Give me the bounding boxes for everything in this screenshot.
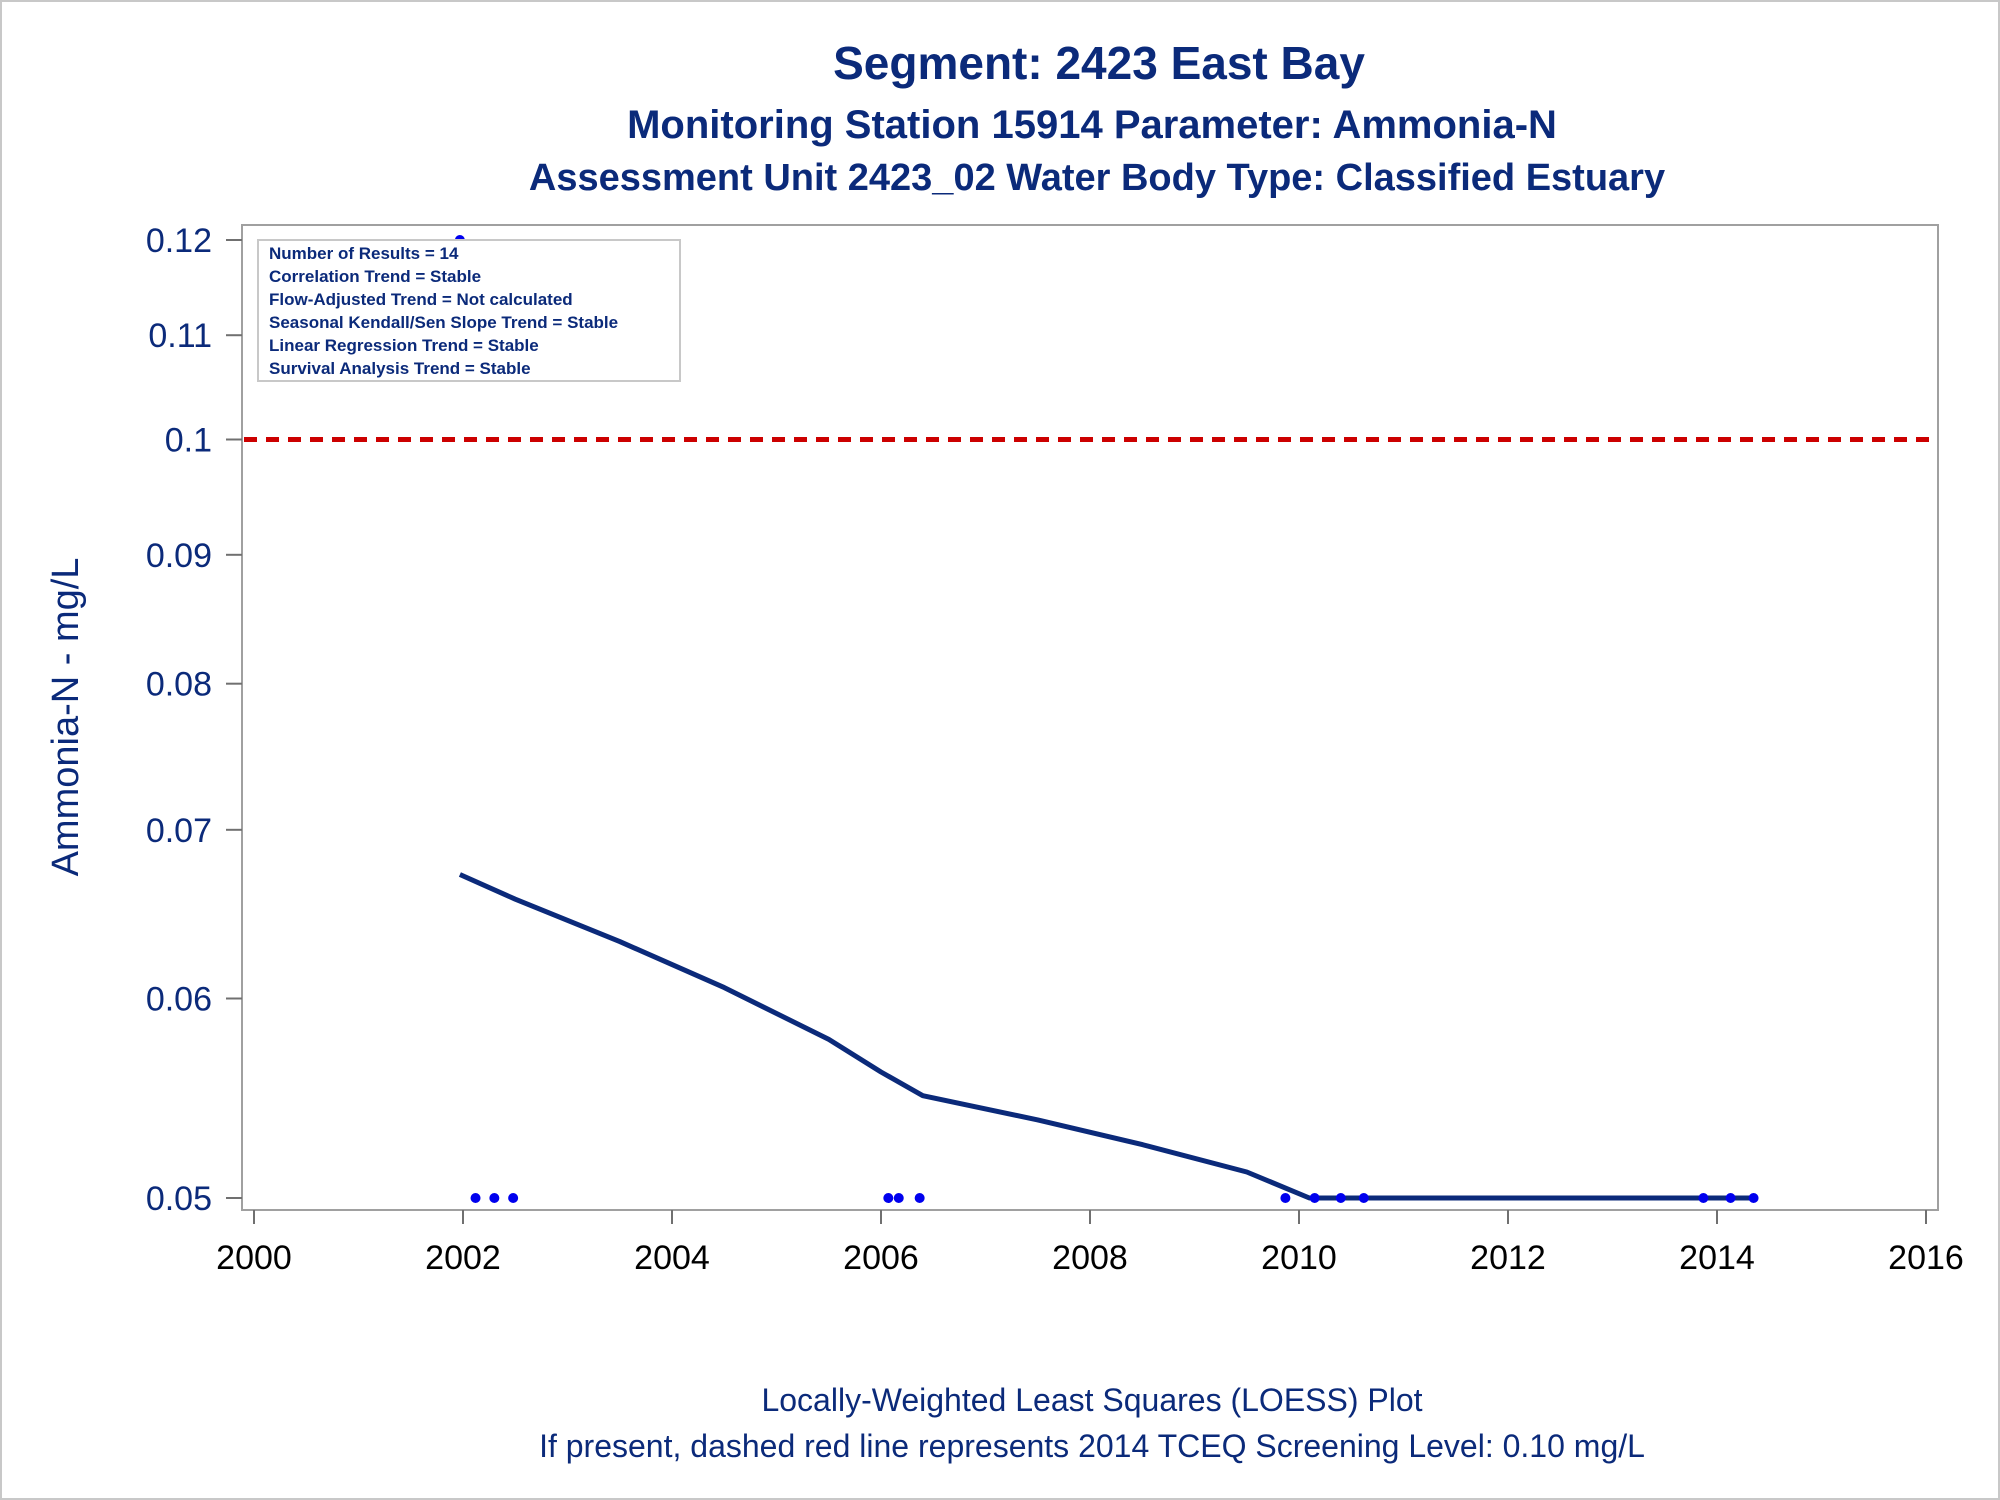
stat-flow-adjusted-trend: Flow-Adjusted Trend = Not calculated (269, 290, 573, 309)
x-tick-label: 2002 (425, 1239, 501, 1277)
stat-seasonal-kendall-trend: Seasonal Kendall/Sen Slope Trend = Stabl… (269, 313, 618, 332)
y-tick-label: 0.07 (146, 812, 212, 850)
data-point (1698, 1193, 1709, 1203)
y-tick-label: 0.08 (146, 666, 212, 704)
x-tick-label: 2008 (1052, 1239, 1128, 1277)
y-tick-label: 0.09 (146, 537, 212, 575)
stat-survival-analysis-trend: Survival Analysis Trend = Stable (269, 359, 531, 378)
data-point (1748, 1193, 1759, 1203)
x-tick-label: 2010 (1261, 1239, 1337, 1277)
loess-curve (458, 872, 1754, 1201)
stats-box: Number of Results = 14 Correlation Trend… (257, 239, 681, 382)
data-point (470, 1193, 481, 1203)
data-point (1280, 1193, 1291, 1203)
stat-correlation-trend: Correlation Trend = Stable (269, 267, 481, 286)
data-point (1725, 1193, 1736, 1203)
data-point (883, 1193, 894, 1203)
x-tick-label: 2000 (216, 1239, 292, 1277)
chart-subtitle-station: Monitoring Station 15914 Parameter: Ammo… (627, 103, 1557, 147)
data-point (508, 1193, 519, 1203)
chart-subtitle-assessment: Assessment Unit 2423_02 Water Body Type:… (529, 157, 1665, 199)
data-point (1309, 1193, 1320, 1203)
data-point (1335, 1193, 1346, 1203)
x-axis: 2000 2002 2004 2006 2008 2010 2012 2014 2016 (216, 1210, 1964, 1277)
y-tick-label: 0.12 (146, 222, 212, 260)
stats-box-frame (257, 239, 681, 382)
stat-number-of-results: Number of Results = 14 (269, 244, 459, 263)
chart-title: Segment: 2423 East Bay (833, 37, 1365, 89)
data-point (914, 1193, 925, 1203)
y-tick-label: 0.06 (146, 980, 212, 1018)
x-tick-label: 2012 (1470, 1239, 1546, 1277)
y-tick-label: 0.1 (165, 422, 212, 460)
x-tick-label: 2016 (1888, 1239, 1964, 1277)
data-point (893, 1193, 904, 1203)
y-tick-label: 0.11 (148, 317, 212, 355)
x-tick-label: 2014 (1679, 1239, 1755, 1277)
y-tick-label: 0.05 (146, 1180, 212, 1218)
stat-linear-regression-trend: Linear Regression Trend = Stable (269, 336, 539, 355)
footer-screening-note: If present, dashed red line represents 2… (539, 1428, 1645, 1464)
data-point (489, 1193, 500, 1203)
x-tick-label: 2004 (634, 1239, 710, 1277)
y-axis-label: Ammonia-N - mg/L (45, 558, 87, 877)
footer-plot-type: Locally-Weighted Least Squares (LOESS) P… (761, 1382, 1422, 1418)
data-point (1358, 1193, 1369, 1203)
y-axis: 0.05 0.06 0.07 0.08 0.09 0.1 0.11 0.12 (146, 222, 242, 1218)
x-tick-label: 2006 (843, 1239, 919, 1277)
